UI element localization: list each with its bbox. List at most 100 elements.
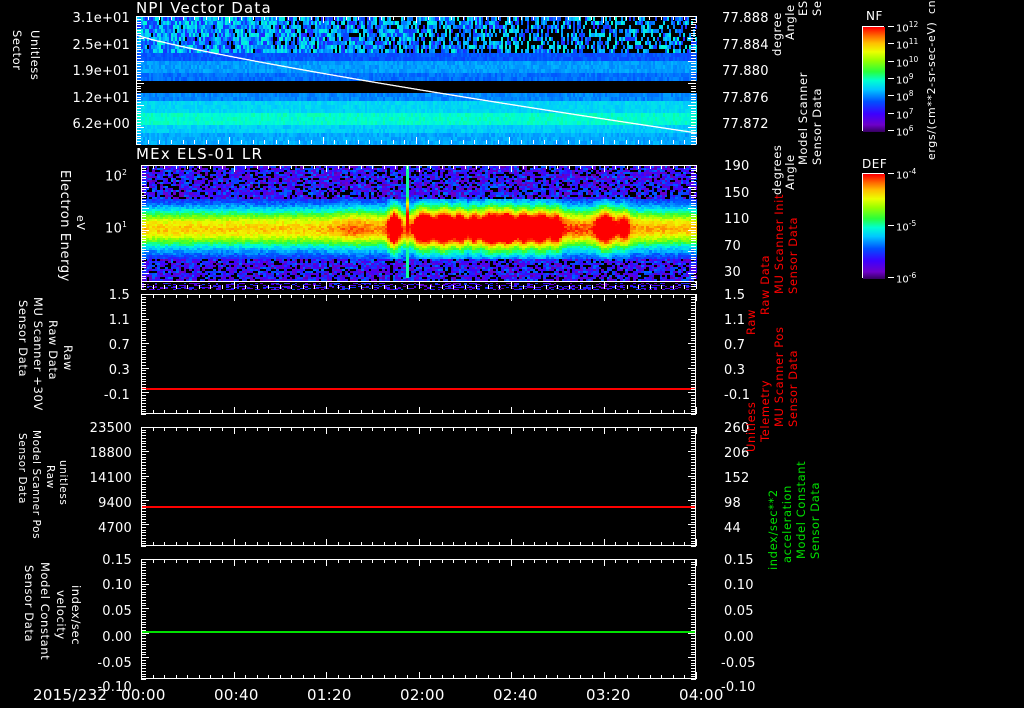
x-tick-top (337, 427, 339, 431)
y-tick-right (691, 85, 696, 87)
y-tick-right (691, 437, 696, 439)
x-tick-bottom (136, 137, 137, 144)
y-tick-right (688, 294, 696, 295)
x-tick-bottom (187, 285, 189, 289)
x-tick-top (626, 559, 628, 563)
panel-mc-right-label-2: acceleration (780, 484, 794, 563)
y-tick-right (688, 318, 696, 320)
x-tick-top (638, 165, 640, 169)
x-tick-bottom (381, 140, 382, 144)
x-tick-bottom (672, 675, 674, 679)
y-tick-left (141, 259, 146, 261)
x-tick-bottom (159, 140, 161, 144)
x-tick-bottom (626, 675, 628, 679)
x-tick-top (302, 165, 304, 169)
y-tick-right (691, 629, 696, 631)
y-tick-left (141, 540, 146, 542)
x-tick-bottom (164, 285, 166, 289)
x-tick-top (241, 16, 242, 20)
y-tick-left (141, 500, 149, 502)
x-tick-bottom (268, 285, 270, 289)
y-tick-right (691, 364, 696, 366)
y-tick-left (141, 210, 146, 212)
y-tick-left (141, 253, 146, 255)
x-tick-bottom (187, 675, 189, 679)
xaxis-tick-4: 02:40 (493, 686, 538, 704)
x-tick-top (187, 294, 189, 298)
y-tick-left (141, 178, 146, 180)
y-tick-left (141, 337, 146, 339)
x-tick-top (579, 16, 581, 20)
x-tick-bottom (614, 140, 616, 144)
x-tick-bottom (210, 410, 212, 414)
y-tick-right (691, 345, 696, 347)
y-tick-left (141, 411, 146, 413)
panel-mu-raw-ytick-2: 0.7 (108, 338, 130, 353)
x-tick-bottom (221, 675, 223, 679)
y-tick-left (141, 613, 146, 615)
x-tick-top (256, 165, 258, 169)
x-tick-top (217, 16, 219, 20)
y-tick-left (136, 71, 141, 73)
y-tick-right (691, 510, 696, 512)
x-tick-bottom (476, 542, 478, 546)
x-tick-bottom (487, 285, 489, 289)
y-tick-right (691, 135, 696, 137)
y-tick-right (691, 24, 696, 26)
x-tick-bottom (152, 410, 154, 414)
y-tick-left (136, 127, 144, 129)
x-tick-bottom (511, 282, 512, 289)
x-tick-top (372, 165, 374, 169)
y-tick-right (691, 435, 696, 437)
x-tick-bottom (147, 140, 149, 144)
colorbar-nf-units: cnts/(cm**2-sr-sec) (925, 0, 938, 14)
x-tick-bottom (661, 285, 663, 289)
x-tick-bottom (187, 542, 189, 546)
x-tick-bottom (245, 542, 247, 546)
y-tick-left (141, 440, 146, 442)
y-tick-right (691, 627, 696, 629)
x-tick-top (392, 16, 394, 20)
y-tick-right (688, 657, 696, 659)
x-tick-bottom (696, 137, 697, 144)
y-tick-right (691, 262, 696, 264)
x-tick-top (545, 559, 547, 563)
panel-pos-ytick-2: 14100 (89, 471, 132, 486)
panel-mc-ytick-2: 0.05 (102, 604, 132, 619)
x-tick-top (245, 427, 247, 431)
y-tick-right (691, 256, 696, 258)
y-tick-left (141, 318, 149, 320)
x-tick-top (603, 165, 605, 172)
y-tick-right (691, 144, 696, 145)
y-tick-left (141, 516, 146, 518)
x-tick-top (256, 294, 258, 298)
x-tick-top (311, 16, 312, 20)
y-tick-right (691, 304, 696, 306)
x-tick-top (661, 427, 663, 431)
x-tick-top (276, 16, 277, 20)
x-tick-top (511, 165, 512, 172)
x-tick-top (649, 165, 651, 169)
y-tick-left (141, 367, 149, 369)
panel-els-rytick-3: 70 (724, 239, 741, 254)
y-tick-left (141, 175, 146, 177)
y-tick-right (688, 38, 696, 40)
y-tick-left (141, 532, 146, 534)
y-tick-right (691, 464, 696, 466)
x-tick-top (406, 294, 408, 298)
y-tick-left (141, 665, 146, 667)
y-tick-left (141, 429, 146, 431)
x-tick-top (486, 16, 487, 20)
y-tick-right (691, 96, 696, 98)
x-tick-bottom (626, 140, 627, 144)
y-tick-right (691, 616, 696, 618)
y-tick-left (141, 599, 146, 601)
y-tick-right (691, 448, 696, 450)
panel-mc-ytick-3: 0.00 (102, 630, 132, 645)
y-tick-left (141, 348, 146, 350)
x-tick-top (602, 16, 604, 23)
y-tick-left (141, 170, 146, 172)
panel-pos-rytick-0: 260 (724, 421, 750, 436)
panel-npi-spectrogram (137, 17, 697, 145)
y-tick-left (136, 96, 141, 98)
